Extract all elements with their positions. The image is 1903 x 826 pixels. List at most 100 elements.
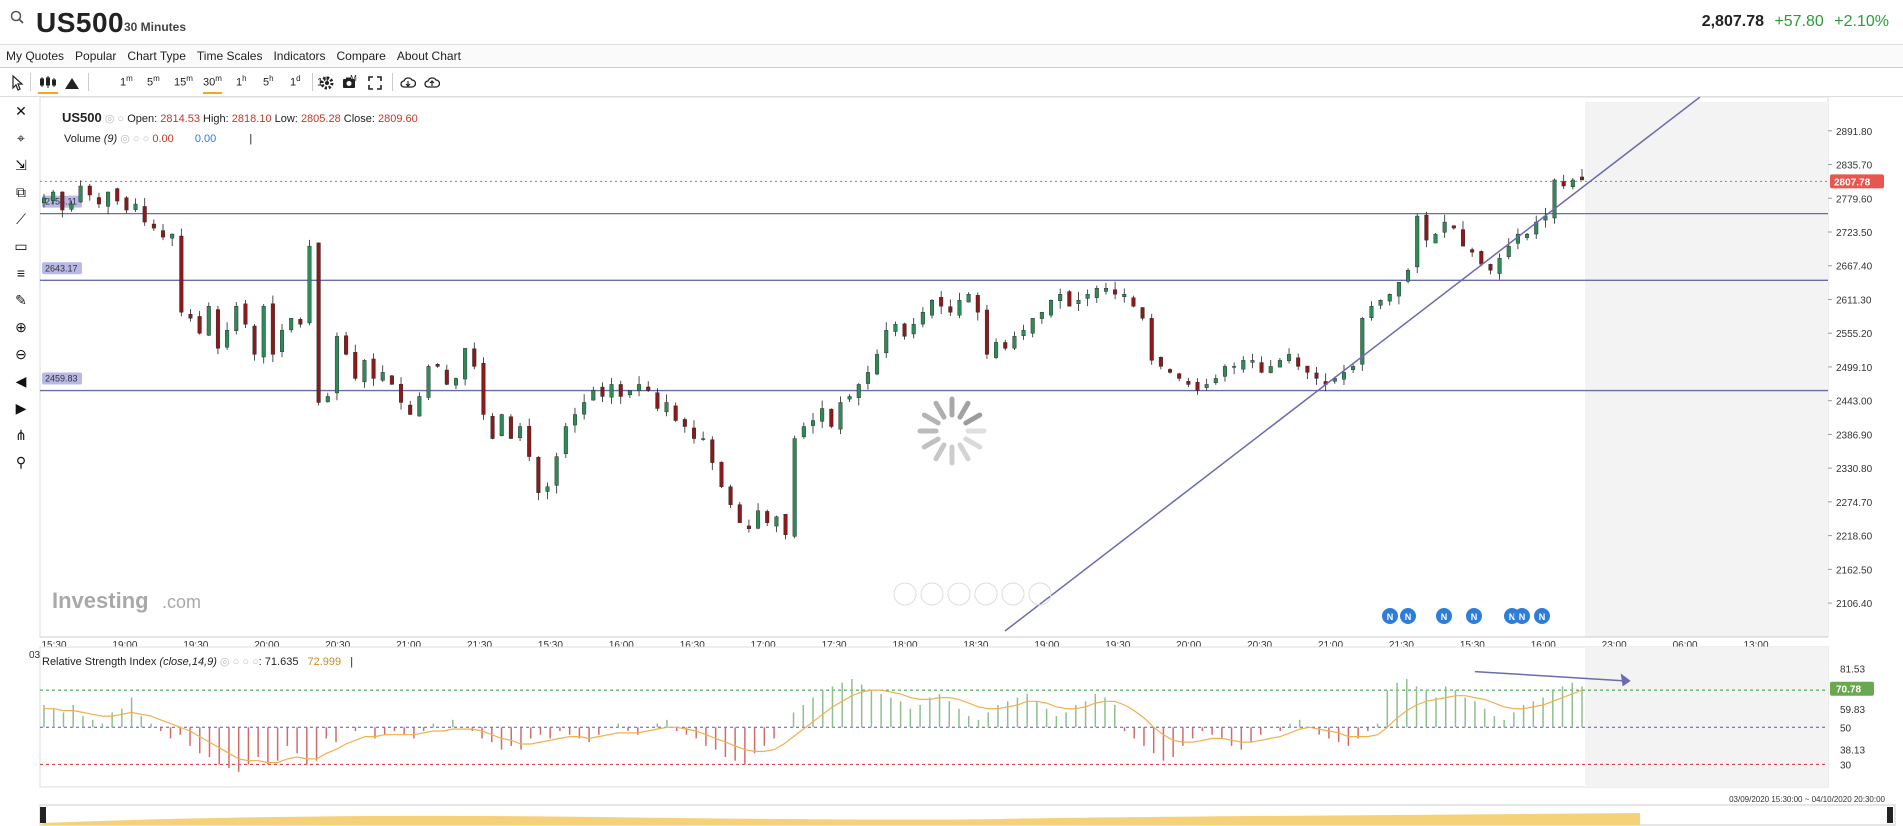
rsi-value-1: 71.635 (264, 656, 299, 668)
fullscreen-icon[interactable] (368, 74, 382, 92)
candle-body (124, 197, 129, 211)
menu-item-compare[interactable]: Compare (336, 49, 386, 63)
candle-body (1305, 365, 1310, 373)
news-marker (1534, 608, 1550, 624)
price-tick-label: 2499.10 (1836, 363, 1873, 374)
candle-body (865, 372, 870, 384)
x-tick-time: 21:30 (1389, 640, 1414, 651)
interval-1w[interactable]: 1w (317, 74, 329, 89)
menu-item-my-quotes[interactable]: My Quotes (6, 49, 65, 63)
candle-body (1460, 229, 1465, 247)
candle-body (618, 384, 623, 397)
interval-1h[interactable]: 1h (236, 74, 247, 89)
trend-line-icon[interactable]: ⟋ (16, 211, 26, 227)
candle-body (1561, 181, 1566, 187)
interval-5h[interactable]: 5h (263, 74, 274, 89)
zoom-in-icon[interactable]: ⊕ (15, 319, 27, 335)
loading-spinner-spoke (963, 412, 983, 426)
x-tick-time: 21:30 (467, 640, 492, 651)
brush-icon[interactable]: ✎ (15, 292, 27, 308)
candle-body (334, 336, 339, 394)
candle-body (344, 335, 349, 355)
candle-body (1076, 300, 1081, 304)
price-tick-label: 2162.50 (1836, 565, 1873, 576)
rectangle-icon[interactable]: ▭ (14, 238, 28, 254)
interval-5m[interactable]: 5m (147, 74, 160, 89)
search-icon[interactable] (10, 10, 24, 24)
interval-15m[interactable]: 15m (174, 74, 193, 89)
crosshair-icon[interactable]: ⌖ (17, 130, 25, 146)
close-icon[interactable]: ✕ (15, 103, 27, 119)
zoom-out-icon[interactable]: ⊖ (15, 346, 27, 362)
candle-body (1049, 300, 1054, 316)
candle-body (1204, 384, 1209, 388)
candle-body (627, 390, 632, 396)
candle-body (1222, 366, 1227, 377)
candle-body (161, 230, 166, 238)
candle-body (298, 319, 303, 325)
candle-body (600, 386, 605, 397)
rsi-annotation-arrow (1474, 670, 1625, 682)
price-tick-label: 2330.80 (1836, 464, 1873, 475)
menu-item-time-scales[interactable]: Time Scales (196, 49, 263, 63)
candle-body (380, 372, 385, 381)
camera-icon[interactable] (342, 74, 356, 92)
rsi-legend: Relative Strength Index (close,14,9) ◎ ○… (42, 656, 354, 668)
candle-body (1085, 294, 1090, 299)
candle-body (197, 316, 202, 334)
copy-icon[interactable]: ⧉ (16, 184, 26, 200)
arrow-left-icon[interactable]: ◀ (15, 373, 27, 389)
menu-item-chart-type[interactable]: Chart Type (127, 49, 186, 63)
upload-icon[interactable] (424, 74, 440, 92)
rsi-tick-label: 38.13 (1840, 745, 1865, 756)
candle-body (1195, 381, 1200, 391)
candle-body (444, 369, 449, 385)
candle-body (884, 330, 889, 354)
gear-icon[interactable] (320, 74, 334, 92)
candle-body (215, 309, 220, 349)
candle-body (518, 426, 523, 439)
candle-body (1470, 249, 1475, 253)
candle-body (453, 378, 458, 386)
rsi-param: (close,14,9) (159, 656, 217, 668)
rsi-last-tag-label: 70.78 (1836, 685, 1861, 696)
arrow-right-icon[interactable]: ▶ (15, 400, 27, 416)
interval-1d[interactable]: 1d (290, 74, 301, 89)
interval-1m[interactable]: 1m (120, 74, 133, 89)
rsi-label: Relative Strength Index (42, 656, 157, 668)
price-tick-label: 2386.90 (1836, 430, 1873, 441)
last-price-tag (1830, 174, 1884, 189)
interval-30m[interactable]: 30m (203, 74, 222, 94)
future-zone (1585, 102, 1828, 637)
candles-icon[interactable] (38, 74, 58, 94)
candle-body (756, 510, 761, 529)
candle-body (984, 309, 989, 355)
price-tick-label: 2106.40 (1836, 599, 1873, 610)
loading-spinner-spoke (921, 436, 941, 450)
menu-item-about-chart[interactable]: About Chart (396, 49, 461, 63)
zoom-control (974, 582, 998, 606)
candle-body (289, 318, 294, 331)
menu-item-indicators[interactable]: Indicators (273, 49, 326, 63)
fib-icon[interactable]: ≡ (16, 265, 26, 281)
download-icon[interactable] (400, 74, 416, 92)
chart-area[interactable]: 2891.80 2835.70 2779.60 2723.50 2667.40 2611.… (0, 97, 1903, 826)
pointer-icon[interactable] (10, 74, 24, 92)
news-marker-label: N (1509, 612, 1516, 622)
open-value: 2814.53 (160, 113, 200, 125)
mountain-icon[interactable] (64, 74, 80, 92)
candle-body (1113, 289, 1118, 295)
price-change-pct: +2.10% (1834, 13, 1889, 30)
x-tick-time: 13:00 (1743, 640, 1768, 651)
rsi-tick-label: 81.53 (1840, 665, 1865, 676)
menu-item-popular[interactable]: Popular (75, 49, 117, 63)
x-tick-time: 19:30 (183, 640, 208, 651)
candle-body (1579, 176, 1584, 181)
lock-icon[interactable]: ⚲ (15, 454, 27, 470)
cursor-icon[interactable]: ⇲ (15, 157, 27, 173)
magnet-icon[interactable]: ⋔ (15, 427, 27, 443)
candle-body (1369, 306, 1374, 318)
rsi-future-zone (1585, 647, 1828, 787)
candle-body (1451, 225, 1456, 229)
candle-body (96, 197, 101, 205)
